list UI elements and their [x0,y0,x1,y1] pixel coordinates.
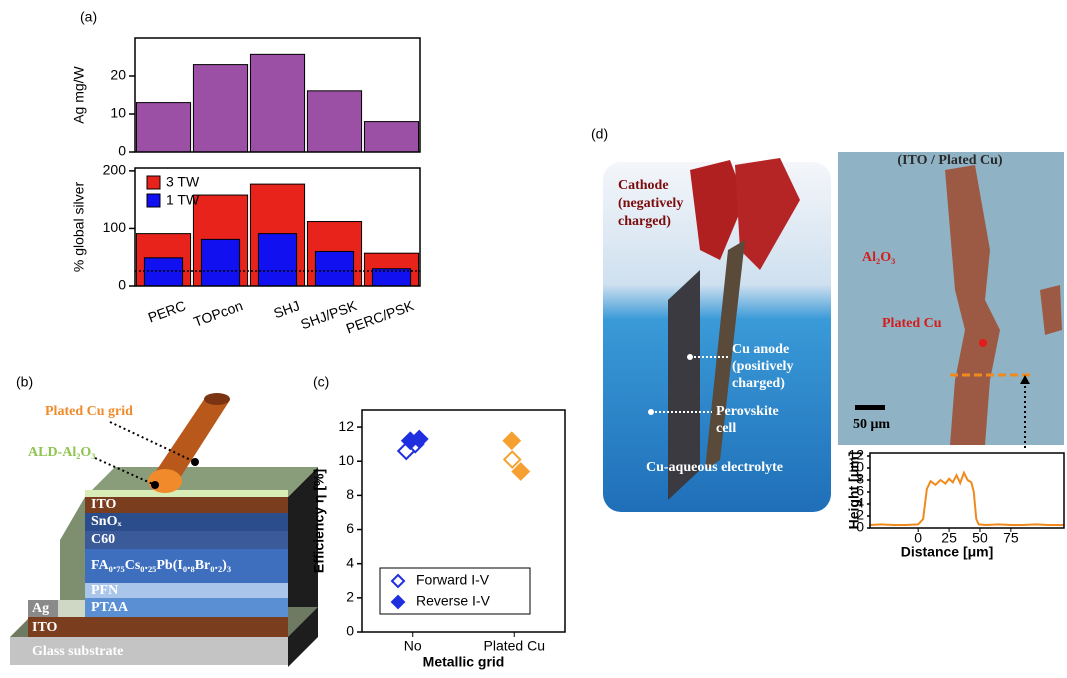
y-tick-label: 12 [338,418,354,434]
x-tick-label: Plated Cu [484,638,545,654]
oxide-label: Al₂O₃ [862,250,895,265]
cathode-label: charged) [618,214,671,229]
legend-label: Forward I-V [416,572,490,588]
x-tick-label: No [404,638,422,654]
legend-label: 1 TW [166,192,200,208]
y-tick-label: 8 [346,486,354,502]
y-tick-label: 2 [346,589,354,605]
y-tick-label: 100 [103,219,127,235]
y-tick-label: 20 [110,67,126,83]
legend-label: 3 TW [166,174,200,190]
y-axis-title: Ag mg/W [71,65,87,123]
profile-line [870,473,1064,525]
x-tick-label: TOPcon [191,297,244,330]
y-tick-label: 0 [346,623,354,639]
panel-label: (b) [16,374,33,390]
bar [315,251,353,286]
y-tick-label: 6 [346,520,354,536]
layer-label: ITO [91,497,117,512]
x-axis-title: Metallic grid [423,654,505,670]
passivation-label: ALD-Al₂O₃ [28,445,96,460]
legend-swatch [147,176,160,189]
figure: (a) (b) (c) (d) Plated Cu grid ALD-Al₂O₃… [0,0,1067,673]
grid-label: Plated Cu grid [45,404,133,419]
y-tick-label: 200 [103,162,127,178]
y-tick-label: 0 [118,277,126,293]
contact-label: Ag [32,601,49,616]
y-axis-title: % global silver [71,182,87,273]
cathode-label: Cathode [618,178,669,193]
x-tick-label: PERC [146,297,188,325]
bar [250,54,304,152]
layer-label: PFN [91,583,118,598]
y-tick-label: 0 [118,143,126,159]
cell-label: cell [716,421,736,436]
electrolyte-label: Cu-aqueous electrolyte [646,460,783,475]
bar [258,234,296,286]
y-axis-title: Height [μm] [846,452,862,530]
bar [307,91,361,152]
anode-label: Cu anode [732,342,789,357]
micrograph [838,152,1064,448]
bar [201,239,239,286]
layer-label: C60 [91,532,115,547]
layer-label: FA₀.₇₅Cs₀.₂₅Pb(I₀.₈Br₀.₂)₃ [91,558,231,573]
scale-label: 50 μm [853,417,890,432]
cell-label: Perovskite [716,404,779,419]
bar [364,122,418,152]
micrograph-title: (ITO / Plated Cu) [897,153,1002,168]
x-tick-label: SHJ [271,297,301,321]
y-tick-label: 10 [110,105,126,121]
bar [136,103,190,152]
marker [504,433,520,449]
panel-label: (c) [313,374,329,390]
y-axis-title: Efficiency η [%] [311,469,327,573]
cathode-label: (negatively [618,196,683,211]
electrode-label: ITO [32,620,58,635]
y-tick-label: 10 [338,452,354,468]
layer-label: SnOₓ [91,514,122,529]
substrate-label: Glass substrate [32,644,123,659]
plated-label: Plated Cu [882,316,942,331]
y-tick-label: 4 [346,554,354,570]
legend-swatch [147,194,160,207]
anode-label: (positively [732,359,793,374]
x-tick-label: 75 [1003,530,1019,546]
anode-label: charged) [732,376,785,391]
plot-frame [870,453,1064,528]
panel-label: (d) [591,126,608,142]
panel-label: (a) [80,9,97,25]
layer-label: PTAA [91,600,129,615]
bar [193,65,247,152]
x-axis-title: Distance [μm] [901,544,994,560]
legend-label: Reverse I-V [416,593,491,609]
bar [144,258,182,286]
